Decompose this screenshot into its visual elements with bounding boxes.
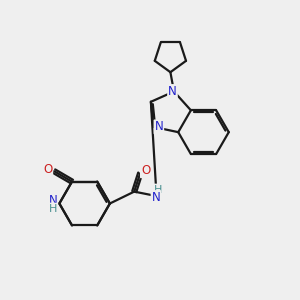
Text: H: H (49, 204, 57, 214)
Text: N: N (154, 120, 163, 134)
Text: N: N (48, 194, 57, 207)
Text: O: O (141, 164, 150, 177)
Text: H: H (154, 184, 162, 194)
Text: N: N (152, 191, 160, 204)
Text: N: N (168, 85, 177, 98)
Text: O: O (43, 163, 52, 176)
